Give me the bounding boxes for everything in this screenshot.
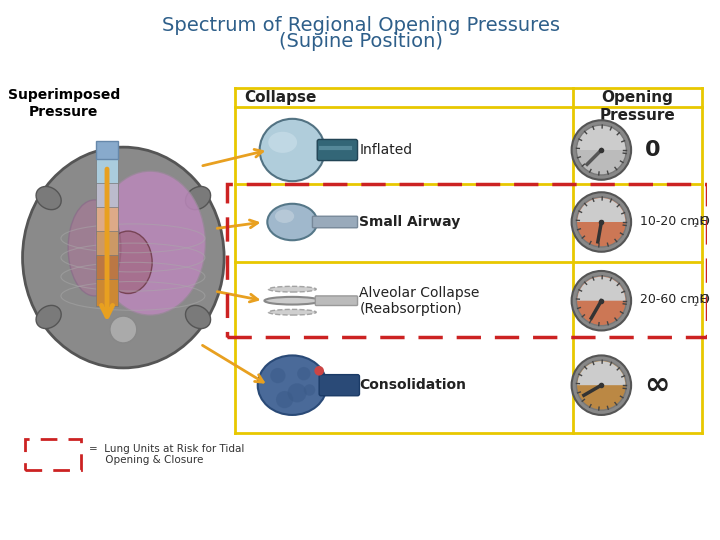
Text: ₂: ₂ bbox=[693, 298, 697, 308]
Ellipse shape bbox=[267, 204, 318, 240]
Circle shape bbox=[315, 366, 324, 376]
Ellipse shape bbox=[275, 210, 294, 223]
Circle shape bbox=[577, 360, 626, 410]
Circle shape bbox=[572, 271, 631, 330]
Ellipse shape bbox=[269, 309, 316, 315]
Text: Alveolar Collapse
(Reabsorption): Alveolar Collapse (Reabsorption) bbox=[359, 286, 480, 316]
Text: =  Lung Units at Risk for Tidal
     Opening & Closure: = Lung Units at Risk for Tidal Opening &… bbox=[89, 443, 244, 465]
Text: Opening
Pressure: Opening Pressure bbox=[600, 90, 675, 123]
Bar bbox=[227, 184, 707, 337]
Text: Small Airway: Small Airway bbox=[359, 215, 461, 229]
Wedge shape bbox=[577, 126, 626, 150]
FancyBboxPatch shape bbox=[312, 216, 358, 228]
Ellipse shape bbox=[36, 306, 61, 328]
Ellipse shape bbox=[260, 119, 325, 181]
Text: Superimposed
Pressure: Superimposed Pressure bbox=[8, 87, 120, 119]
Ellipse shape bbox=[110, 316, 137, 343]
Bar bbox=[96, 207, 117, 233]
Bar bbox=[96, 141, 117, 159]
Ellipse shape bbox=[104, 231, 152, 294]
Ellipse shape bbox=[36, 186, 61, 210]
Text: Consolidation: Consolidation bbox=[359, 378, 467, 392]
Text: O: O bbox=[699, 293, 709, 306]
FancyBboxPatch shape bbox=[318, 139, 358, 160]
Ellipse shape bbox=[264, 297, 320, 305]
Ellipse shape bbox=[22, 147, 224, 368]
FancyBboxPatch shape bbox=[315, 296, 358, 306]
Ellipse shape bbox=[68, 200, 121, 296]
Wedge shape bbox=[577, 276, 626, 301]
Ellipse shape bbox=[95, 171, 205, 315]
Text: 10-20 cmH: 10-20 cmH bbox=[640, 214, 708, 227]
Circle shape bbox=[577, 276, 626, 326]
Circle shape bbox=[276, 391, 293, 408]
FancyBboxPatch shape bbox=[319, 375, 359, 396]
Text: Spectrum of Regional Opening Pressures: Spectrum of Regional Opening Pressures bbox=[163, 16, 560, 35]
Bar bbox=[25, 439, 81, 470]
Circle shape bbox=[287, 383, 307, 402]
Circle shape bbox=[572, 120, 631, 180]
Ellipse shape bbox=[269, 132, 297, 153]
Circle shape bbox=[572, 192, 631, 252]
Circle shape bbox=[304, 384, 315, 396]
Circle shape bbox=[270, 368, 286, 383]
Text: (Supine Position): (Supine Position) bbox=[279, 32, 444, 51]
Circle shape bbox=[572, 355, 631, 415]
Text: ₂: ₂ bbox=[693, 219, 697, 229]
Ellipse shape bbox=[269, 286, 316, 292]
Bar bbox=[96, 231, 117, 258]
Ellipse shape bbox=[258, 355, 327, 415]
Text: 20-60 cmH: 20-60 cmH bbox=[640, 293, 708, 306]
Circle shape bbox=[577, 125, 626, 175]
Bar bbox=[96, 279, 117, 306]
Text: Collapse: Collapse bbox=[244, 90, 317, 105]
Ellipse shape bbox=[186, 306, 210, 328]
Bar bbox=[96, 183, 117, 210]
Text: Inflated: Inflated bbox=[359, 143, 413, 157]
Circle shape bbox=[297, 367, 310, 380]
Wedge shape bbox=[577, 361, 626, 385]
Text: 0: 0 bbox=[644, 140, 660, 160]
Bar bbox=[96, 255, 117, 281]
Text: O: O bbox=[699, 214, 709, 227]
Wedge shape bbox=[577, 198, 626, 222]
Ellipse shape bbox=[186, 186, 210, 210]
Text: ∞: ∞ bbox=[644, 370, 670, 400]
Bar bbox=[96, 159, 117, 186]
Circle shape bbox=[577, 197, 626, 247]
